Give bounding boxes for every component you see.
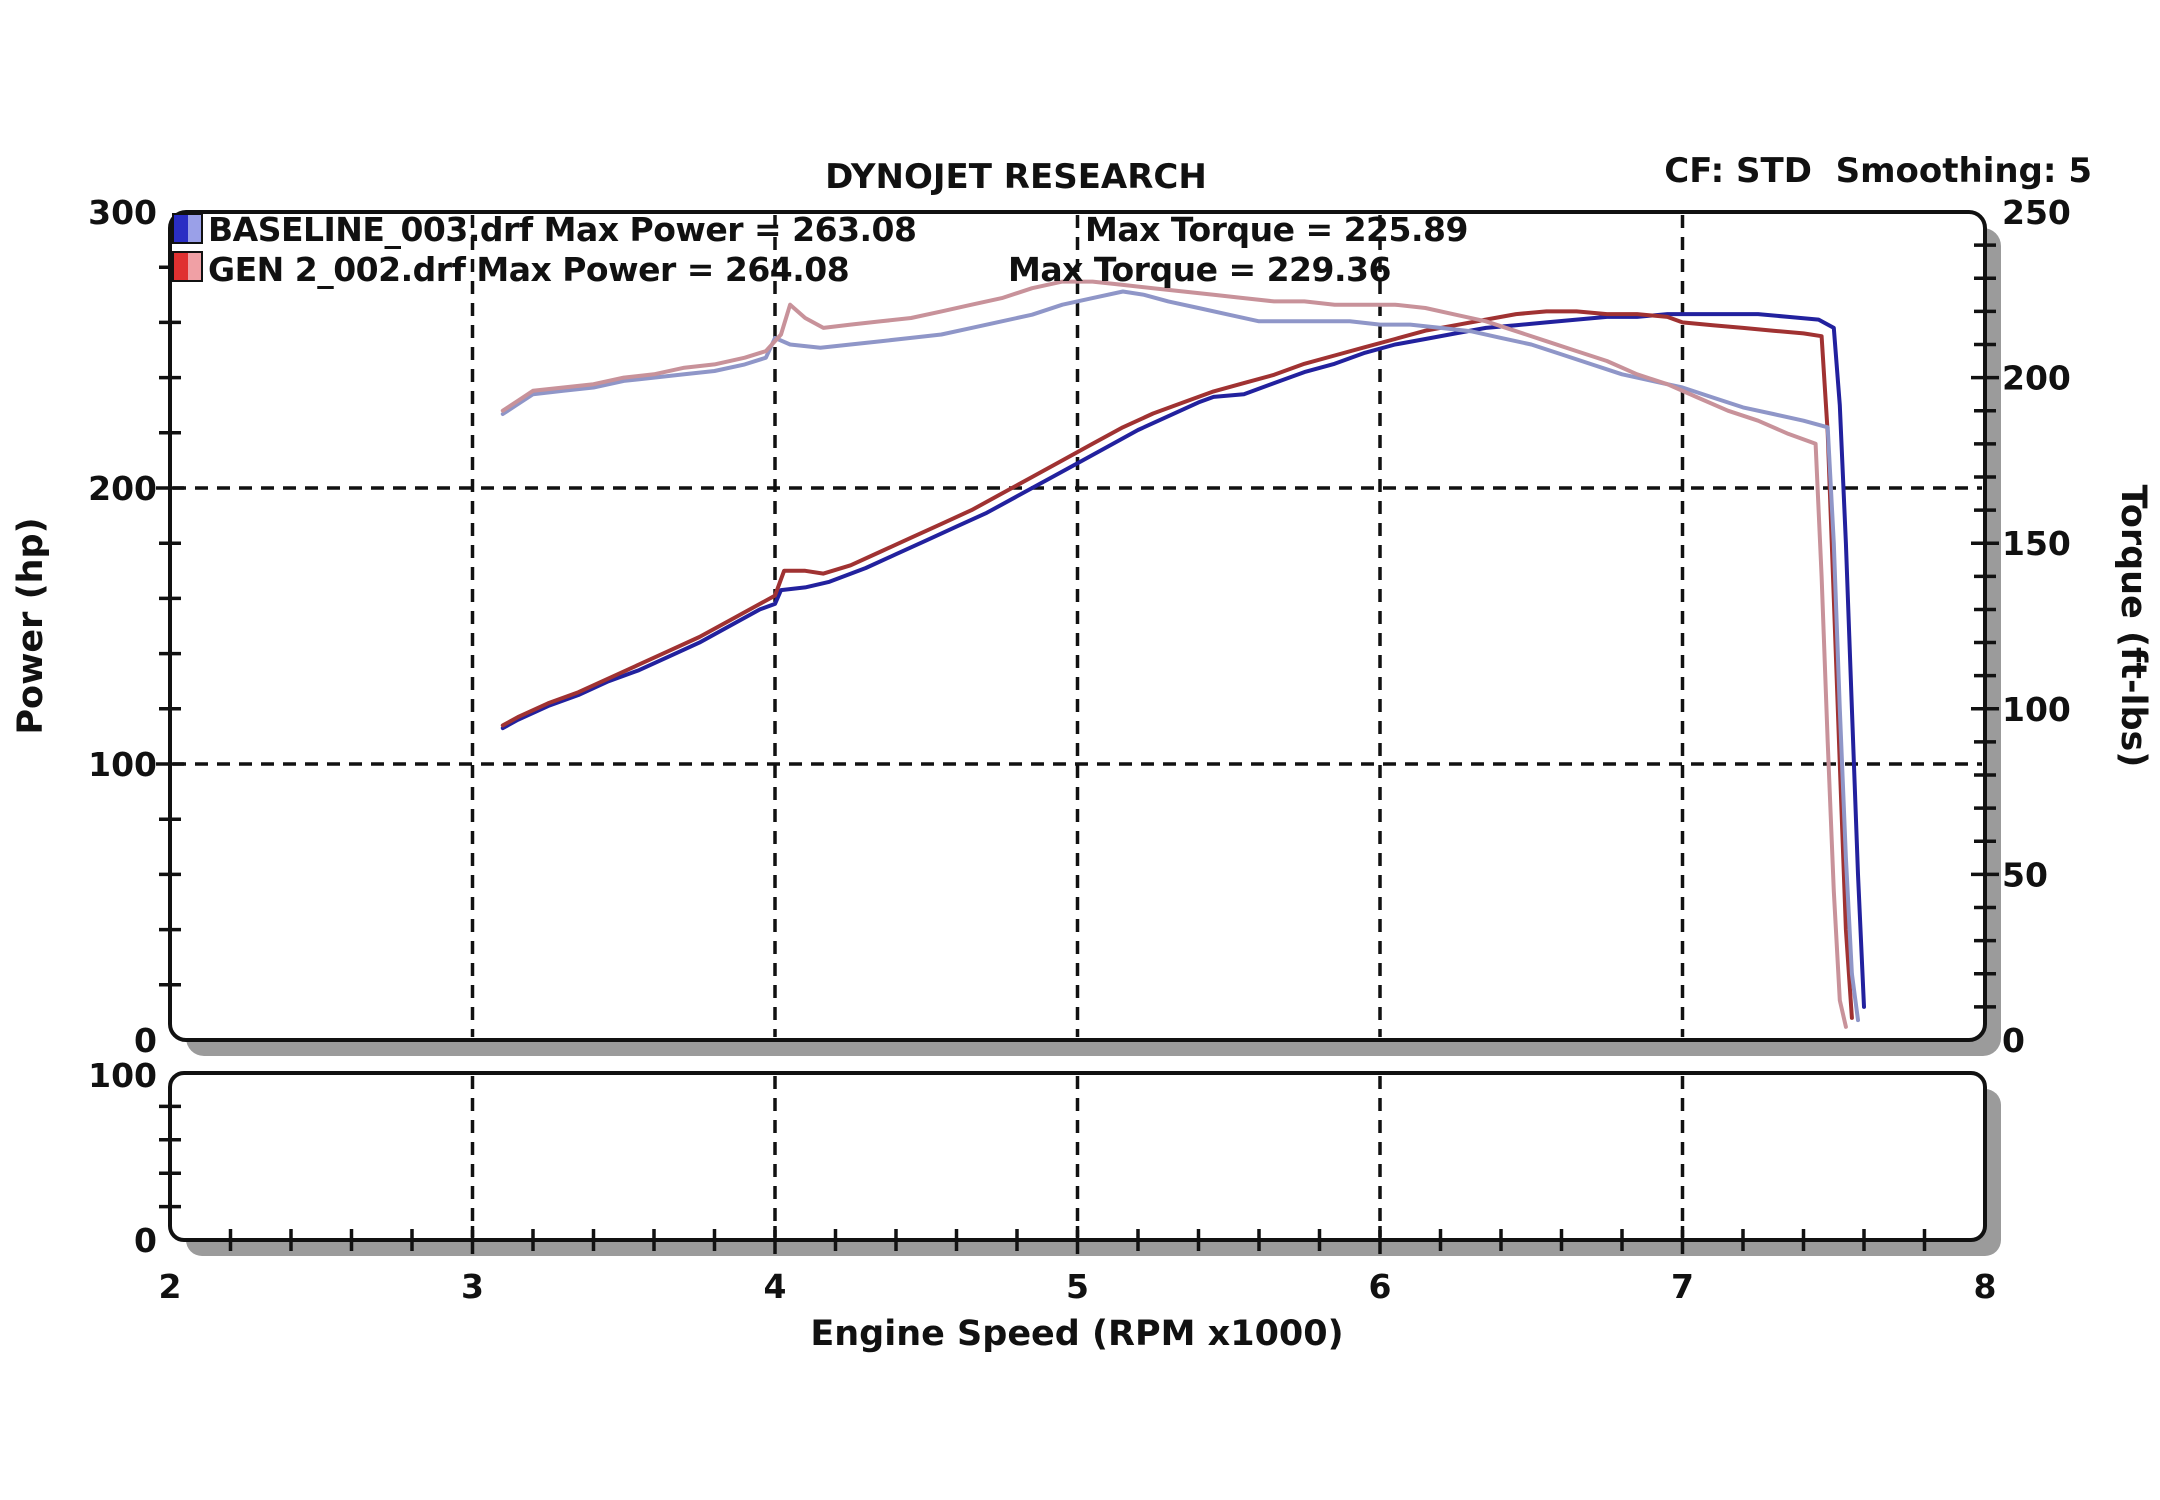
torque-axis-label-50: 50 xyxy=(2002,855,2048,894)
torque-axis-title: Torque (ft-lbs) xyxy=(2113,485,2153,768)
rpm-axis-label-4: 4 xyxy=(764,1267,787,1306)
power-axis-label-200: 200 xyxy=(88,469,157,508)
baseline-torque-curve xyxy=(500,289,1860,1023)
legend-gen2-torque-label: Max Torque = 229.36 xyxy=(1008,250,1391,289)
power-axis-label-300: 300 xyxy=(88,193,157,232)
rpm-axis-label-2: 2 xyxy=(159,1267,182,1306)
gen2-power-curve xyxy=(500,309,1854,1020)
gridlines xyxy=(173,215,1982,1237)
legend-swatch-baseline-power-color xyxy=(174,215,188,242)
rpm-axis-label-3: 3 xyxy=(461,1267,484,1306)
legend-baseline-torque-label: Max Torque = 225.89 xyxy=(1085,210,1468,249)
legend-gen2-power-label: GEN 2_002.drf Max Power = 264.08 xyxy=(208,250,849,289)
power-axis-label-0: 0 xyxy=(134,1021,157,1060)
baseline-power-curve xyxy=(500,312,1866,1009)
chart-title: DYNOJET RESEARCH xyxy=(825,157,1207,197)
rpm-axis-label-5: 5 xyxy=(1066,1267,1089,1306)
torque-axis-label-0: 0 xyxy=(2002,1021,2025,1060)
power-axis-title: Power (hp) xyxy=(11,517,51,734)
legend: BASELINE_003.drf Max Power = 263.08 Max … xyxy=(172,210,1468,289)
legend-swatch-baseline-torque-color xyxy=(188,215,201,242)
gen2-torque-curve xyxy=(500,279,1848,1029)
axis-ticks xyxy=(156,243,1999,1254)
legend-swatch-gen2 xyxy=(172,251,203,282)
legend-baseline-power-label: BASELINE_003.drf Max Power = 263.08 xyxy=(208,210,916,249)
rpm-axis-label-6: 6 xyxy=(1369,1267,1392,1306)
subpanel-axis-label-0: 0 xyxy=(134,1221,157,1260)
rpm-axis-title: Engine Speed (RPM x1000) xyxy=(810,1314,1343,1354)
legend-swatch-baseline xyxy=(172,213,203,244)
torque-axis-label-250: 250 xyxy=(2002,193,2071,232)
torque-axis-label-150: 150 xyxy=(2002,524,2071,563)
dyno-curves xyxy=(500,279,1866,1029)
legend-swatch-gen2-torque-color xyxy=(188,253,201,280)
correction-smoothing-info: CF: STD Smoothing: 5 xyxy=(1664,151,2092,191)
rpm-axis-label-7: 7 xyxy=(1671,1267,1694,1306)
torque-axis-label-100: 100 xyxy=(2002,690,2071,729)
torque-axis-label-200: 200 xyxy=(2002,359,2071,398)
power-axis-label-100: 100 xyxy=(88,745,157,784)
rpm-axis-label-8: 8 xyxy=(1974,1267,1997,1306)
subpanel-axis-label-100: 100 xyxy=(88,1056,157,1095)
main-plot-area xyxy=(168,210,1987,1042)
legend-swatch-gen2-power-color xyxy=(174,253,188,280)
